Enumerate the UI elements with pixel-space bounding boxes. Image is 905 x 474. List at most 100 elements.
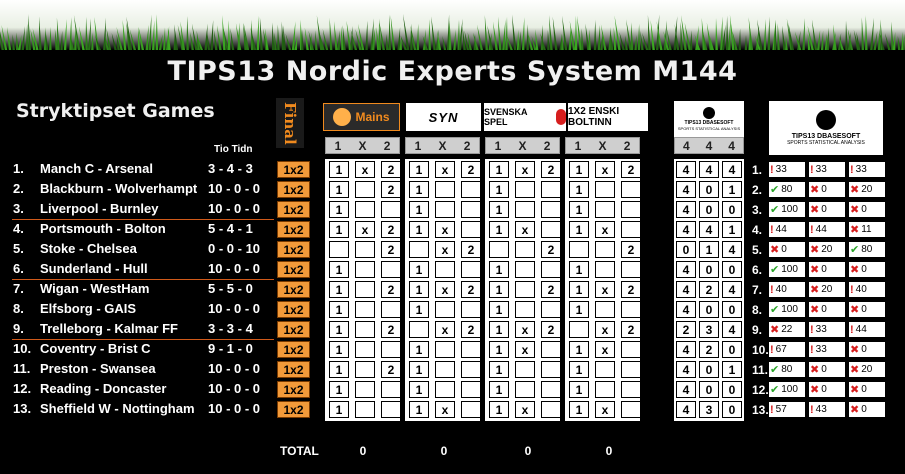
pick-cell[interactable] xyxy=(541,341,561,358)
pick-cell[interactable]: 1 xyxy=(329,381,349,398)
pick-cell[interactable]: 2 xyxy=(381,221,401,238)
pick-cell[interactable] xyxy=(461,301,481,318)
pick-cell[interactable] xyxy=(595,201,615,218)
pick-cell[interactable]: 1 xyxy=(409,361,429,378)
pick-cell[interactable] xyxy=(461,181,481,198)
pick-cell[interactable]: 1 xyxy=(489,301,509,318)
pick-cell[interactable] xyxy=(435,261,455,278)
pick-cell[interactable]: 1 xyxy=(329,201,349,218)
pick-cell[interactable]: 1 xyxy=(329,341,349,358)
pick-cell[interactable]: 1 xyxy=(329,361,349,378)
pick-cell[interactable]: x xyxy=(515,321,535,338)
pick-cell[interactable]: 1 xyxy=(409,221,429,238)
pick-cell[interactable] xyxy=(541,361,561,378)
pick-cell[interactable] xyxy=(435,181,455,198)
pick-cell[interactable] xyxy=(595,301,615,318)
pick-cell[interactable] xyxy=(381,301,401,318)
pick-cell[interactable]: 1 xyxy=(409,341,429,358)
pick-cell[interactable] xyxy=(515,381,535,398)
pick-cell[interactable]: 1 xyxy=(409,201,429,218)
pick-cell[interactable] xyxy=(515,261,535,278)
pick-cell[interactable]: 1 xyxy=(489,221,509,238)
pick-cell[interactable]: 1 xyxy=(489,161,509,178)
pick-cell[interactable]: 1 xyxy=(329,401,349,418)
pick-cell[interactable]: 2 xyxy=(381,161,401,178)
final-pick-cell[interactable]: 1x2 xyxy=(277,361,310,378)
pick-cell[interactable]: 1 xyxy=(409,401,429,418)
pick-cell[interactable] xyxy=(515,201,535,218)
pick-cell[interactable] xyxy=(595,261,615,278)
pick-cell[interactable]: 2 xyxy=(381,281,401,298)
pick-cell[interactable]: 1 xyxy=(329,261,349,278)
pick-cell[interactable] xyxy=(541,181,561,198)
pick-cell[interactable] xyxy=(355,301,375,318)
pick-cell[interactable]: 1 xyxy=(329,321,349,338)
pick-cell[interactable]: x xyxy=(595,221,615,238)
pick-cell[interactable] xyxy=(541,381,561,398)
pick-cell[interactable]: 1 xyxy=(409,281,429,298)
pick-cell[interactable] xyxy=(355,321,375,338)
pick-cell[interactable] xyxy=(541,221,561,238)
pick-cell[interactable] xyxy=(595,241,615,258)
final-pick-cell[interactable]: 1x2 xyxy=(277,201,310,218)
pick-cell[interactable] xyxy=(461,361,481,378)
pick-cell[interactable]: 2 xyxy=(381,241,401,258)
pick-cell[interactable]: 1 xyxy=(329,281,349,298)
pick-cell[interactable] xyxy=(621,201,641,218)
pick-cell[interactable] xyxy=(621,381,641,398)
pick-cell[interactable]: 1 xyxy=(569,221,589,238)
pick-cell[interactable] xyxy=(489,241,509,258)
pick-cell[interactable] xyxy=(541,261,561,278)
pick-cell[interactable]: x xyxy=(435,221,455,238)
pick-cell[interactable]: x xyxy=(435,241,455,258)
pick-cell[interactable]: x xyxy=(515,161,535,178)
final-pick-cell[interactable]: 1x2 xyxy=(277,161,310,178)
pick-cell[interactable]: 2 xyxy=(621,241,641,258)
pick-cell[interactable] xyxy=(621,301,641,318)
pick-cell[interactable]: 1 xyxy=(489,401,509,418)
pick-cell[interactable] xyxy=(461,261,481,278)
pick-cell[interactable] xyxy=(461,381,481,398)
pick-cell[interactable]: 2 xyxy=(381,321,401,338)
pick-cell[interactable] xyxy=(355,261,375,278)
pick-cell[interactable]: 1 xyxy=(329,181,349,198)
pick-cell[interactable] xyxy=(355,281,375,298)
pick-cell[interactable] xyxy=(541,201,561,218)
pick-cell[interactable]: 2 xyxy=(461,241,481,258)
pick-cell[interactable] xyxy=(461,401,481,418)
pick-cell[interactable] xyxy=(595,361,615,378)
pick-cell[interactable]: 2 xyxy=(541,321,561,338)
pick-cell[interactable] xyxy=(381,261,401,278)
pick-cell[interactable] xyxy=(621,181,641,198)
pick-cell[interactable] xyxy=(461,201,481,218)
pick-cell[interactable]: x xyxy=(595,161,615,178)
pick-cell[interactable]: 2 xyxy=(381,361,401,378)
pick-cell[interactable] xyxy=(621,361,641,378)
pick-cell[interactable] xyxy=(355,381,375,398)
pick-cell[interactable] xyxy=(355,361,375,378)
pick-cell[interactable]: 1 xyxy=(489,341,509,358)
pick-cell[interactable]: 1 xyxy=(409,301,429,318)
pick-cell[interactable] xyxy=(621,221,641,238)
pick-cell[interactable] xyxy=(461,221,481,238)
pick-cell[interactable]: 1 xyxy=(569,401,589,418)
pick-cell[interactable]: 1 xyxy=(569,341,589,358)
pick-cell[interactable] xyxy=(541,301,561,318)
pick-cell[interactable]: 1 xyxy=(489,261,509,278)
final-pick-cell[interactable]: 1x2 xyxy=(277,181,310,198)
pick-cell[interactable] xyxy=(355,241,375,258)
final-pick-cell[interactable]: 1x2 xyxy=(277,281,310,298)
pick-cell[interactable]: 2 xyxy=(541,241,561,258)
pick-cell[interactable]: x xyxy=(515,341,535,358)
pick-cell[interactable]: x xyxy=(355,221,375,238)
pick-cell[interactable] xyxy=(435,381,455,398)
pick-cell[interactable]: x xyxy=(435,161,455,178)
pick-cell[interactable]: 2 xyxy=(541,161,561,178)
pick-cell[interactable] xyxy=(595,181,615,198)
pick-cell[interactable]: 1 xyxy=(569,161,589,178)
final-pick-cell[interactable]: 1x2 xyxy=(277,221,310,238)
final-pick-cell[interactable]: 1x2 xyxy=(277,261,310,278)
pick-cell[interactable]: 1 xyxy=(489,181,509,198)
pick-cell[interactable]: 1 xyxy=(489,381,509,398)
pick-cell[interactable]: 2 xyxy=(461,281,481,298)
